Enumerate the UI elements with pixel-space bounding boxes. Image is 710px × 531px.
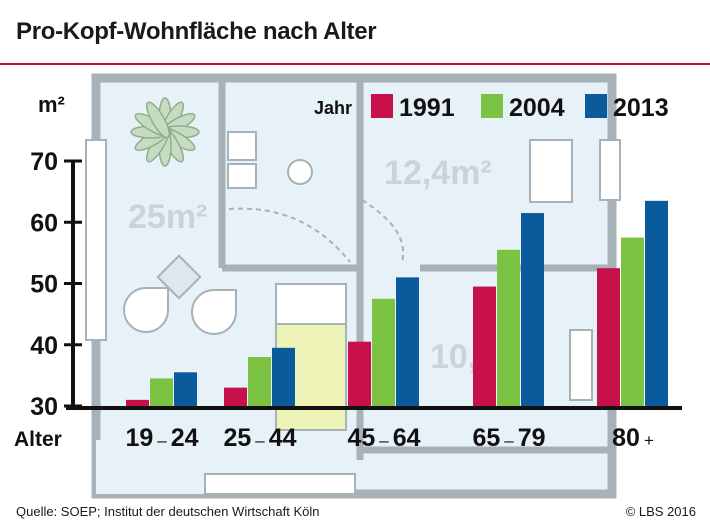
- floorplan-table: [156, 254, 202, 300]
- title-rule: [0, 63, 710, 65]
- legend-label-2013: 2013: [613, 94, 669, 122]
- x-tick-part: –: [504, 431, 514, 450]
- y-tick-label: 50: [30, 271, 58, 299]
- floorplan-background: 25m² 12,4m² 10,: [85, 73, 621, 499]
- bar-1991-4: [597, 268, 620, 406]
- bar-1991-2: [348, 341, 371, 406]
- x-tick-part: –: [255, 431, 265, 450]
- bar-1991-1: [224, 387, 247, 406]
- x-ticks: 19–24 25–44 45–64 65–79 80 +: [125, 424, 653, 452]
- floorplan-fixture: [227, 131, 257, 161]
- y-tick-label: 60: [30, 209, 58, 237]
- legend: Jahr 1991 2004 2013: [314, 94, 669, 122]
- floorplan-plant: [130, 97, 200, 167]
- floorplan-chair: [190, 289, 237, 335]
- floorplan-door-swing: [219, 207, 351, 263]
- floorplan-window: [569, 329, 593, 401]
- bar-2013-1: [272, 347, 295, 406]
- floorplan-area-label: 12,4m²: [384, 154, 492, 192]
- source-note: Quelle: SOEP; Institut der deutschen Wir…: [16, 504, 320, 519]
- bar-2004-3: [497, 249, 520, 406]
- bars: [126, 200, 668, 406]
- floorplan-pillow: [275, 283, 347, 325]
- x-tick-part: 45: [347, 424, 375, 452]
- bar-1991-3: [473, 286, 496, 406]
- legend-swatch-1991: [371, 94, 393, 118]
- x-axis-label: Alter: [14, 428, 62, 451]
- bar-2013-2: [396, 277, 419, 406]
- bar-2004-2: [372, 298, 395, 406]
- floorplan-chair: [122, 287, 169, 333]
- bar-2004-4: [621, 237, 644, 406]
- copyright-note: © LBS 2016: [625, 504, 696, 519]
- legend-swatch-2004: [481, 94, 503, 118]
- floorplan-area-label: 10,: [430, 338, 477, 376]
- floorplan-fixture: [287, 159, 313, 185]
- x-tick-label: 45–64: [347, 424, 420, 452]
- floorplan-window: [599, 139, 621, 201]
- y-axis-label: m²: [38, 92, 65, 117]
- x-tick-part: 24: [171, 424, 199, 452]
- floorplan-fixture: [227, 163, 257, 189]
- x-tick-part: 25: [223, 424, 251, 452]
- bar-2013-3: [521, 213, 544, 406]
- floorplan-door-swing: [361, 199, 405, 263]
- legend-label-2004: 2004: [509, 94, 565, 122]
- x-tick-label: 19–24: [125, 424, 198, 452]
- floorplan-window: [204, 473, 356, 495]
- y-tick-label: 30: [30, 393, 58, 421]
- legend-swatch-2013: [585, 94, 607, 118]
- x-tick-part: 64: [393, 424, 421, 452]
- x-tick-part: 80: [612, 424, 640, 452]
- x-tick-part: 44: [269, 424, 297, 452]
- x-tick-part: –: [157, 431, 167, 450]
- x-tick-label: 80 +: [612, 424, 654, 452]
- x-tick-part: –: [379, 431, 389, 450]
- y-tick-label: 70: [30, 148, 58, 176]
- bar-2013-0: [174, 372, 197, 406]
- page-title: Pro-Kopf-Wohnfläche nach Alter: [16, 18, 377, 45]
- x-tick-part: +: [644, 431, 654, 450]
- x-tick-part: 65: [472, 424, 500, 452]
- legend-title: Jahr: [314, 98, 352, 118]
- bar-2004-1: [248, 357, 271, 406]
- x-tick-part: 19: [125, 424, 153, 452]
- y-ticks: 30 40 50 60 70: [30, 148, 82, 421]
- floorplan-area-label: 25m²: [128, 198, 207, 236]
- legend-label-1991: 1991: [399, 94, 455, 122]
- bar-2004-0: [150, 378, 173, 406]
- y-tick-label: 40: [30, 332, 58, 360]
- bar-1991-0: [126, 399, 149, 406]
- floorplan-window: [85, 139, 107, 341]
- x-tick-part: 79: [518, 424, 546, 452]
- x-tick-label: 25–44: [223, 424, 296, 452]
- bar-2013-4: [645, 200, 668, 406]
- floorplan-desk: [529, 139, 573, 203]
- x-tick-label: 65–79: [472, 424, 545, 452]
